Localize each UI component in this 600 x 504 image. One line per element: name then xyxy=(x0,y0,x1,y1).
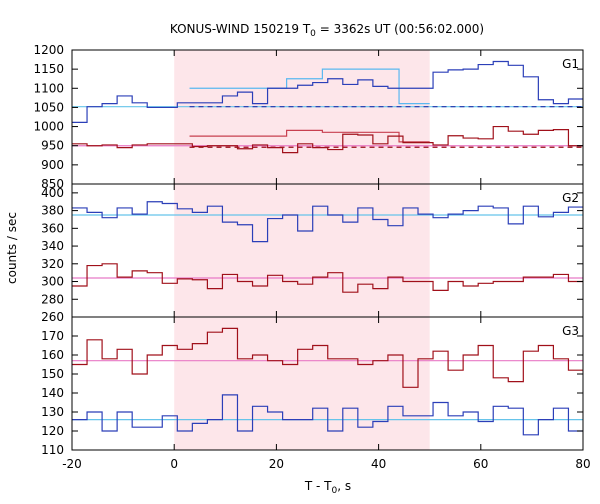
g1-ytick-label: 850 xyxy=(41,177,64,191)
g1-ytick-label: 1150 xyxy=(33,62,64,76)
g3-frame xyxy=(71,316,584,451)
g3-ytick-label: 110 xyxy=(41,443,64,457)
g3-ytick-label: 160 xyxy=(41,348,64,362)
g1-ytick-label: 1050 xyxy=(33,100,64,114)
g2-ytick-label: 340 xyxy=(41,239,64,253)
g1-ytick-label: 1100 xyxy=(33,81,64,95)
g1-ytick-label: 900 xyxy=(41,158,64,172)
xtick-label: 20 xyxy=(269,457,284,471)
g1-step-fit-0 xyxy=(189,68,430,105)
g3-ytick-label: 140 xyxy=(41,386,64,400)
g2-ytick-label: 300 xyxy=(41,275,64,289)
g2-ytick-label: 400 xyxy=(41,186,64,200)
shaded-interval xyxy=(174,50,430,450)
shaded-region-layer xyxy=(174,50,430,450)
g1-panel-label: G1 xyxy=(562,57,579,71)
g2-panel-label: G2 xyxy=(562,191,579,205)
x-axis-label: T - T0, s xyxy=(304,479,351,496)
y-axis-label: counts / sec xyxy=(5,212,19,284)
g2-ytick-label: 360 xyxy=(41,221,64,235)
xtick-label: -20 xyxy=(62,457,82,471)
g3-series-red xyxy=(72,327,583,388)
g3-ytick-label: 170 xyxy=(41,329,64,343)
g1-series-blue xyxy=(72,60,583,123)
xtick-label: 60 xyxy=(473,457,488,471)
g3-ytick-label: 120 xyxy=(41,424,64,438)
g2-ytick-label: 280 xyxy=(41,292,64,306)
g2-series-red xyxy=(72,263,583,293)
g1-step-fit-1 xyxy=(189,129,430,143)
g2-ytick-label: 320 xyxy=(41,257,64,271)
series-layer xyxy=(72,60,583,436)
g3-ytick-label: 150 xyxy=(41,367,64,381)
g2-series-blue xyxy=(72,201,583,243)
g1-ytick-label: 1000 xyxy=(33,120,64,134)
xtick-label: 40 xyxy=(371,457,386,471)
g3-ytick-label: 130 xyxy=(41,405,64,419)
tick-layer: G185090095010001050110011501200G22602803… xyxy=(33,43,590,471)
xtick-label: 0 xyxy=(170,457,178,471)
xtick-label: 80 xyxy=(575,457,590,471)
g1-ytick-label: 1200 xyxy=(33,43,64,57)
chart-title: KONUS-WIND 150219 T0 = 3362s UT (00:56:0… xyxy=(170,22,484,39)
g1-series-red xyxy=(72,125,583,154)
g3-series-blue xyxy=(72,394,583,436)
g3-panel-label: G3 xyxy=(562,324,579,338)
g2-ytick-label: 380 xyxy=(41,204,64,218)
g2-ytick-label: 260 xyxy=(41,310,64,324)
g1-ytick-label: 950 xyxy=(41,139,64,153)
frame-layer xyxy=(71,49,584,451)
